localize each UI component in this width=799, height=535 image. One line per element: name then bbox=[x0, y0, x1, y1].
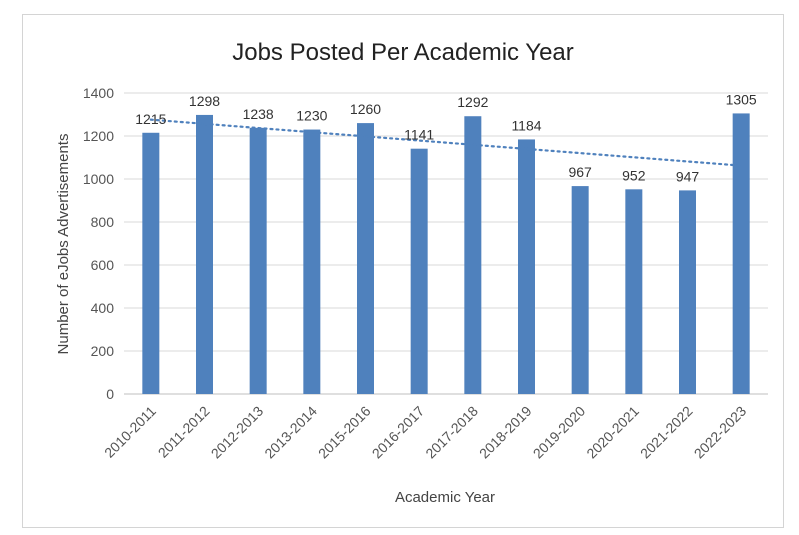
bar bbox=[410, 148, 428, 394]
bar bbox=[142, 132, 160, 394]
bars bbox=[142, 113, 750, 395]
bar bbox=[679, 190, 696, 394]
data-label: 1230 bbox=[296, 108, 327, 124]
y-tick-label: 600 bbox=[91, 257, 115, 273]
trendline bbox=[149, 118, 743, 167]
x-axis-ticks: 2010-20112011-20122012-20132013-20142015… bbox=[101, 403, 749, 462]
data-label: 1260 bbox=[350, 101, 381, 117]
bar bbox=[464, 116, 482, 394]
y-tick-label: 800 bbox=[91, 214, 115, 230]
x-tick-label: 2016-2017 bbox=[369, 403, 428, 462]
data-label: 1298 bbox=[189, 93, 220, 109]
x-tick-label: 2017-2018 bbox=[422, 403, 481, 462]
trendline-path bbox=[149, 118, 743, 167]
x-tick-label: 2015-2016 bbox=[315, 403, 374, 462]
data-labels: 1215 1298 1238 1230 1260 1141 1292 1184 967 952 94… bbox=[135, 91, 757, 184]
y-axis-label: Number of eJobs Advertisements bbox=[55, 134, 72, 355]
bar bbox=[249, 127, 267, 394]
y-axis-ticks: 0 200 400 600 800 1000 1200 1400 bbox=[83, 85, 114, 402]
data-label: 1215 bbox=[135, 111, 166, 127]
y-tick-label: 1200 bbox=[83, 128, 114, 144]
data-label: 1184 bbox=[511, 117, 541, 133]
y-tick-label: 400 bbox=[91, 300, 115, 316]
chart-title: Jobs Posted Per Academic Year bbox=[232, 39, 574, 66]
y-tick-label: 1400 bbox=[83, 85, 114, 101]
x-tick-label: 2012-2013 bbox=[208, 403, 267, 462]
x-tick-label: 2019-2020 bbox=[530, 403, 589, 462]
gridlines bbox=[124, 92, 768, 395]
data-label: 952 bbox=[622, 167, 646, 183]
y-tick-label: 1000 bbox=[83, 171, 114, 187]
x-tick-label: 2021-2022 bbox=[637, 403, 696, 462]
x-tick-label: 2020-2021 bbox=[583, 403, 642, 462]
bar bbox=[357, 123, 374, 394]
data-label: 1141 bbox=[404, 127, 434, 143]
bar bbox=[625, 189, 643, 394]
bar bbox=[196, 114, 213, 395]
y-tick-label: 0 bbox=[106, 386, 114, 402]
bar bbox=[732, 113, 750, 395]
y-tick-label: 200 bbox=[91, 343, 115, 359]
bar bbox=[518, 139, 535, 394]
data-label: 1238 bbox=[243, 106, 274, 122]
data-label: 967 bbox=[568, 164, 592, 180]
data-label: 1305 bbox=[726, 91, 757, 107]
bar bbox=[571, 186, 589, 394]
data-label: 947 bbox=[676, 168, 700, 184]
x-tick-label: 2022-2023 bbox=[691, 403, 750, 462]
x-tick-label: 2011-2012 bbox=[155, 403, 213, 461]
x-axis-label: Academic Year bbox=[395, 489, 495, 506]
x-tick-label: 2013-2014 bbox=[261, 403, 320, 462]
x-tick-label: 2010-2011 bbox=[101, 403, 159, 461]
bar bbox=[303, 129, 321, 395]
data-label: 1292 bbox=[457, 94, 488, 110]
x-tick-label: 2018-2019 bbox=[476, 403, 535, 462]
